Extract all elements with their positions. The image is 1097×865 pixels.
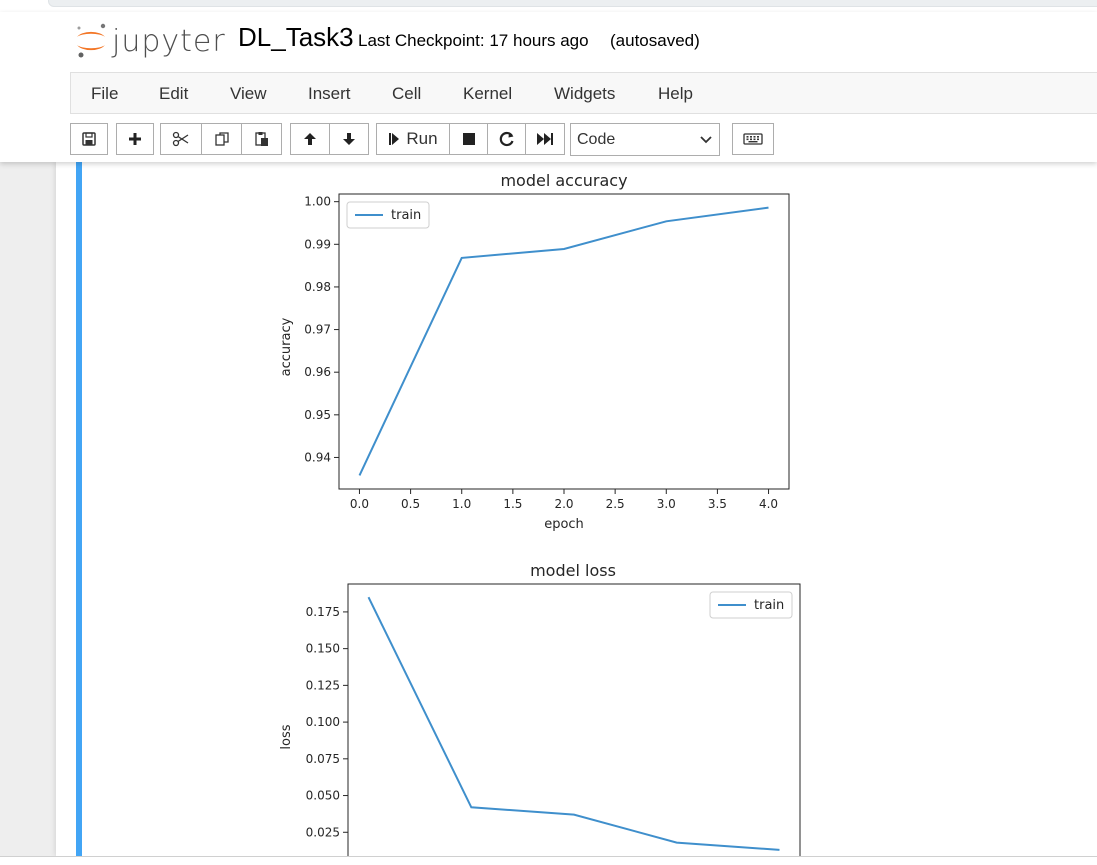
step-forward-icon [389,133,400,145]
plus-icon [129,133,141,145]
move-up-button[interactable] [290,123,330,155]
menu-bar: File Edit View Insert Cell Kernel Widget… [70,72,1097,114]
y-tick-label: 0.100 [306,715,340,729]
restart-button[interactable] [487,123,526,155]
cell-type-select[interactable]: Code [570,123,720,156]
restart-run-all-button[interactable] [525,123,565,155]
x-tick-label: 0.0 [350,497,369,511]
y-tick-label: 0.125 [306,678,340,692]
jupyter-logo[interactable]: jupyter [74,20,225,60]
series-line-train [367,596,780,851]
menu-help[interactable]: Help [658,84,693,103]
y-tick-label: 0.96 [304,365,331,379]
cell-type-value: Code [577,130,616,148]
menu-kernel[interactable]: Kernel [463,84,513,103]
move-down-button[interactable] [329,123,369,155]
save-icon [82,132,96,146]
y-tick-label: 0.95 [304,408,331,422]
menu-insert[interactable]: Insert [308,84,351,103]
chart-title: model loss [530,561,616,580]
jupyter-logo-icon [77,23,106,58]
x-tick-label: 4.0 [759,497,778,511]
menu-cell[interactable]: Cell [392,84,422,103]
save-button[interactable] [70,123,108,155]
menu-edit[interactable]: Edit [159,84,189,103]
menu-file[interactable]: File [91,84,119,103]
series-line-train [358,206,769,476]
x-tick-label: 0.5 [401,497,420,511]
legend: train [709,591,793,619]
run-button[interactable]: Run [376,123,450,155]
stop-icon [462,133,475,145]
y-tick-label: 1.00 [304,195,331,209]
plot-frame [338,193,790,490]
browser-bar [48,0,1097,7]
x-tick-label: 2.0 [554,497,573,511]
copy-button[interactable] [201,123,242,155]
legend-box [346,201,430,229]
y-tick-label: 0.94 [304,450,331,464]
toolbar: Run Code [0,120,1097,160]
notebook-title[interactable]: DL_Task3 [238,22,354,52]
arrow-down-icon [343,133,355,145]
legend-label: train [754,598,784,613]
x-tick-label: 1.0 [452,497,471,511]
paste-icon [254,132,268,146]
y-axis-title: accuracy [279,317,294,376]
x-tick-label: 1.5 [503,497,522,511]
logo-text: jupyter [112,24,226,59]
insert-cell-button[interactable] [116,123,154,155]
window-bottom-edge [0,856,1097,865]
x-axis-title: epoch [544,517,584,532]
y-tick-label: 0.050 [306,789,340,803]
restart-icon [499,131,514,147]
y-axis-title: loss [279,724,294,749]
y-tick-label: 0.175 [306,605,340,619]
menu-widgets[interactable]: Widgets [554,84,616,103]
plot-frame [347,583,801,856]
x-tick-label: 3.5 [708,497,727,511]
y-tick-label: 0.150 [306,642,340,656]
run-label: Run [406,129,438,148]
cut-icon [172,131,189,147]
chevron-down-icon [700,135,712,143]
autosave-status: (autosaved) [610,31,700,50]
copy-icon [214,132,229,146]
cut-button[interactable] [160,123,202,155]
legend-label: train [391,208,421,223]
y-tick-label: 0.98 [304,280,331,294]
browser-top-strip [0,0,1097,12]
notebook-container: model accuracy epoch accuracy 0.94 0.95 0.… [56,162,1097,856]
interrupt-button[interactable] [449,123,488,155]
checkpoint-status: Last Checkpoint: 17 hours ago [358,31,589,50]
paste-button[interactable] [241,123,282,155]
accuracy-chart: model accuracy epoch accuracy 0.94 0.95 0.… [279,171,790,532]
x-tick-label: 2.5 [606,497,625,511]
fast-forward-icon [537,133,553,145]
y-tick-label: 0.075 [306,752,340,766]
menu-view[interactable]: View [230,84,267,103]
selected-cell-indicator [76,162,82,856]
y-tick-label: 0.97 [304,323,331,337]
command-palette-button[interactable] [732,123,774,155]
x-tick-label: 3.0 [657,497,676,511]
loss-chart: model loss loss 0.025 0.050 0.075 0.100 0.12… [279,561,801,856]
legend: train [346,201,430,229]
chart-title: model accuracy [500,171,627,190]
keyboard-icon [743,133,763,145]
notebook-header: jupyter DL_Task3 Last Checkpoint: 17 hou… [0,12,1097,162]
arrow-up-icon [304,133,316,145]
y-tick-label: 0.99 [304,237,331,251]
legend-box [709,591,793,619]
y-tick-label: 0.025 [306,825,340,839]
